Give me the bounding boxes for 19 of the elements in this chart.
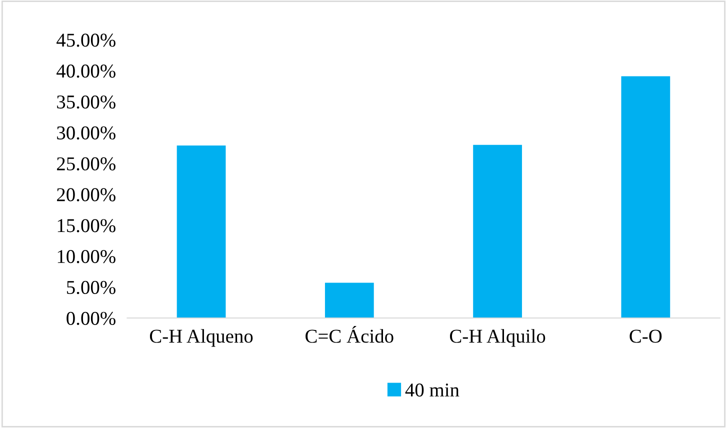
y-tick-label: 45.00% <box>56 34 116 47</box>
x-tick-label: C-O <box>630 330 662 343</box>
x-tick-label: C-H Alqueno <box>150 329 253 347</box>
y-tick-label: 15.00% <box>58 219 116 232</box>
y-tick-label: 30.00% <box>57 126 116 140</box>
bar <box>621 76 670 318</box>
y-tick-label: 25.00% <box>57 157 116 170</box>
y-tick-label: 10.00% <box>58 250 116 264</box>
y-tick-label: 20.00% <box>57 188 116 202</box>
y-tick-label: 0.00% <box>66 312 116 326</box>
bar <box>324 282 374 318</box>
bar <box>176 146 226 318</box>
y-tick-label: 5.00% <box>67 280 116 294</box>
y-tick-label: 40.00% <box>56 64 116 78</box>
x-tick-label: C-H Alquilo <box>450 329 546 347</box>
bar <box>473 144 522 318</box>
y-tick-label: 35.00% <box>57 95 116 109</box>
x-tick-label: C=C Ácido <box>306 326 394 343</box>
legend-label: 40 min <box>405 383 460 397</box>
